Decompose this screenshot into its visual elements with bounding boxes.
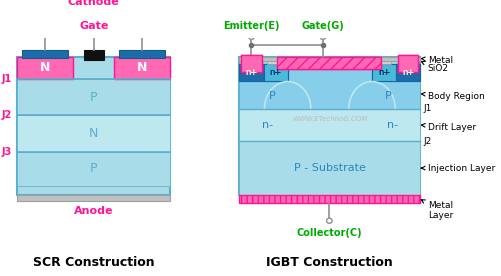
- Bar: [119, 50, 165, 59]
- Text: n+: n+: [270, 68, 282, 77]
- Bar: [17, 115, 170, 152]
- Text: n+: n+: [245, 68, 258, 77]
- Text: n+: n+: [402, 68, 414, 77]
- Text: WWW.ETechnoG.COM: WWW.ETechnoG.COM: [292, 116, 368, 122]
- Text: Gate: Gate: [79, 21, 109, 31]
- Text: P: P: [384, 91, 391, 101]
- Text: N: N: [40, 62, 50, 75]
- Text: n+: n+: [245, 68, 258, 77]
- Text: n-: n-: [262, 120, 273, 130]
- Text: P: P: [269, 91, 275, 101]
- Text: SCR Construction: SCR Construction: [33, 256, 154, 269]
- Text: IGBT Construction: IGBT Construction: [267, 256, 393, 269]
- Bar: [17, 152, 170, 186]
- Bar: [17, 79, 170, 115]
- Text: N: N: [89, 127, 98, 140]
- Bar: [239, 108, 420, 141]
- Text: n+: n+: [270, 68, 282, 77]
- Text: Gate(G): Gate(G): [302, 21, 344, 31]
- Text: J3: J3: [2, 147, 12, 157]
- Bar: [396, 64, 420, 81]
- Bar: [17, 57, 73, 79]
- Text: J2: J2: [423, 137, 431, 146]
- Text: Drift Layer: Drift Layer: [421, 123, 476, 132]
- Text: n+: n+: [402, 68, 414, 77]
- Bar: [398, 55, 418, 72]
- Bar: [264, 64, 288, 81]
- Bar: [398, 55, 418, 72]
- Text: Emitter(E): Emitter(E): [223, 21, 280, 31]
- Text: P: P: [90, 91, 97, 104]
- Bar: [241, 55, 262, 72]
- Bar: [267, 57, 391, 64]
- Bar: [264, 64, 288, 81]
- Text: J2: J2: [2, 110, 12, 120]
- Bar: [239, 57, 420, 61]
- Bar: [241, 55, 262, 72]
- Bar: [239, 57, 420, 61]
- Bar: [267, 57, 391, 64]
- Text: SiO2: SiO2: [421, 61, 449, 73]
- Bar: [277, 57, 381, 69]
- Text: n+: n+: [378, 68, 390, 77]
- Text: Injection Layer: Injection Layer: [421, 164, 495, 172]
- Text: n+: n+: [378, 68, 390, 77]
- Bar: [372, 64, 396, 81]
- Bar: [239, 64, 420, 108]
- Text: Body Region: Body Region: [421, 92, 484, 101]
- Text: P - Substrate: P - Substrate: [294, 163, 366, 173]
- Circle shape: [327, 218, 332, 223]
- Text: n-: n-: [387, 120, 398, 130]
- Bar: [17, 195, 170, 201]
- Text: N: N: [137, 62, 147, 75]
- Text: Anode: Anode: [74, 206, 113, 216]
- Bar: [17, 57, 170, 195]
- Bar: [239, 64, 264, 81]
- Bar: [239, 141, 420, 195]
- Bar: [239, 195, 420, 203]
- Text: Cathode: Cathode: [67, 0, 119, 7]
- Text: Collector(C): Collector(C): [297, 228, 362, 238]
- Bar: [396, 64, 420, 81]
- Circle shape: [320, 34, 326, 39]
- Text: P: P: [90, 163, 97, 176]
- Bar: [114, 57, 170, 79]
- Text: J1: J1: [2, 74, 12, 84]
- Bar: [84, 50, 104, 60]
- Bar: [239, 57, 420, 195]
- Bar: [239, 64, 264, 81]
- Text: J1: J1: [423, 104, 431, 113]
- Bar: [372, 64, 396, 81]
- Text: Metal: Metal: [421, 56, 453, 65]
- Text: Metal
Layer: Metal Layer: [421, 200, 453, 220]
- Circle shape: [248, 34, 254, 39]
- Bar: [277, 57, 381, 69]
- Bar: [22, 50, 68, 59]
